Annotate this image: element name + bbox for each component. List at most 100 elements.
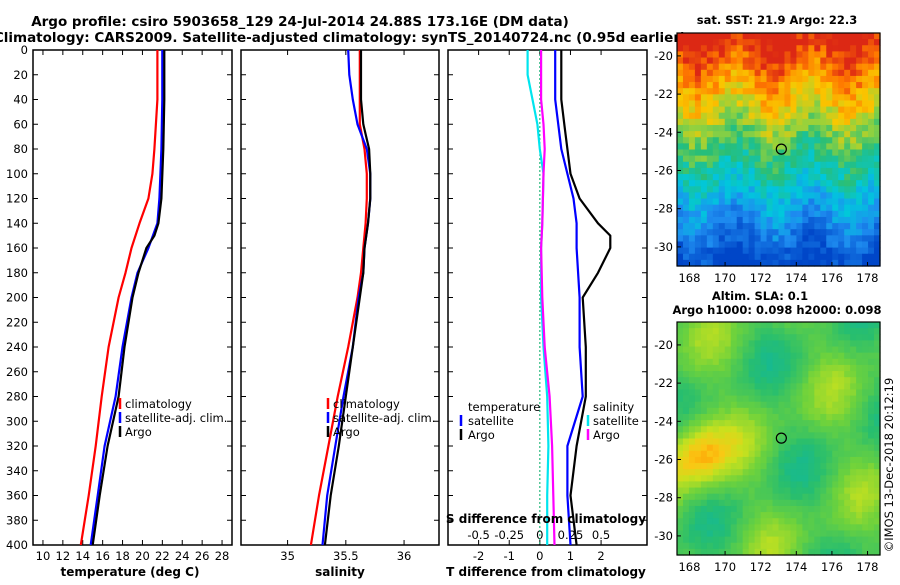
map-cell (772, 106, 780, 114)
map-cell (766, 395, 774, 403)
map-cell (856, 512, 863, 519)
map-cell (778, 395, 786, 403)
map-cell (742, 51, 750, 59)
map-cell (784, 542, 792, 550)
map-cell (868, 389, 875, 397)
map-cell (814, 426, 821, 433)
map-cell (832, 57, 839, 65)
map-cell (790, 210, 798, 218)
map-cell (694, 75, 702, 83)
map-cell (688, 131, 696, 138)
map-cell (677, 39, 684, 46)
map-cell (874, 463, 881, 470)
map-cell (802, 358, 809, 366)
map-cell (766, 487, 774, 495)
map-cell (682, 407, 690, 415)
map-cell (784, 253, 792, 261)
map-cell (736, 389, 744, 397)
map-cell (712, 253, 720, 261)
map-cell (790, 377, 798, 384)
map-cell (784, 518, 792, 525)
map-cell (718, 45, 726, 52)
map-cell (706, 395, 714, 403)
map-cell (832, 364, 839, 372)
map-cell (862, 438, 869, 446)
map-cell (742, 377, 750, 384)
map-cell (677, 33, 684, 40)
map-cell (832, 149, 839, 157)
map-cell (748, 383, 756, 391)
map-cell (700, 75, 708, 83)
map-cell (832, 174, 839, 181)
map-cell (700, 328, 708, 335)
map-cell (796, 548, 803, 556)
map-cell (730, 456, 738, 464)
map-cell (724, 192, 732, 200)
map-cell (820, 88, 827, 95)
map-cell (862, 426, 869, 433)
map-frame (676, 321, 881, 556)
map-cell (706, 216, 714, 224)
map-cell (838, 180, 845, 187)
map-cell (862, 149, 869, 157)
map-cell (790, 401, 798, 409)
map-cell (748, 413, 756, 421)
map-cell (856, 475, 863, 483)
map-cell (778, 463, 786, 470)
map-cell (832, 340, 839, 348)
map-cell (802, 223, 809, 230)
map-cell (820, 340, 827, 348)
map-cell (790, 530, 798, 538)
map-cell (677, 235, 684, 243)
map-cell (826, 82, 833, 89)
map-cell (826, 322, 833, 329)
map-cell (856, 463, 863, 470)
map-cell (856, 63, 863, 71)
t-difference-xlabel: T difference from climatology (446, 565, 646, 579)
map-cell (802, 106, 809, 114)
map-cell (724, 247, 732, 255)
map-cell (874, 69, 881, 77)
map-cell (790, 259, 798, 267)
map-cell (868, 456, 875, 464)
map-cell (677, 210, 684, 218)
map-cell (850, 481, 857, 489)
map-cell (820, 198, 827, 206)
map-cell (808, 358, 815, 366)
map-cell (688, 137, 696, 144)
map-cell (802, 432, 809, 440)
map-cell (742, 198, 750, 206)
map-cell (718, 438, 726, 446)
map-cell (688, 155, 696, 163)
map-cell (874, 377, 881, 384)
map-cell (844, 334, 851, 341)
map-cell (706, 235, 714, 243)
map-cell (838, 143, 845, 151)
map-cell (820, 149, 827, 157)
map-cell (688, 143, 696, 151)
map-cell (682, 39, 690, 46)
map-cell (790, 364, 798, 372)
map-cell (730, 536, 738, 544)
map-cell (838, 57, 845, 65)
map-cell (868, 106, 875, 114)
map-cell (844, 167, 851, 175)
map-cell (730, 518, 738, 525)
map-cell (742, 371, 750, 378)
map-cell (874, 432, 881, 440)
map-cell (778, 192, 786, 200)
map-cell (856, 186, 863, 194)
map-cell (712, 124, 720, 132)
map-cell (826, 389, 833, 397)
map-cell (748, 426, 756, 433)
map-cell (844, 186, 851, 194)
map-cell (862, 192, 869, 200)
map-cell (808, 505, 815, 513)
map-cell (760, 536, 768, 544)
map-cell (688, 186, 696, 194)
map-cell (694, 124, 702, 132)
map-cell (766, 100, 774, 108)
map-cell (790, 167, 798, 175)
map-cell (796, 174, 803, 181)
